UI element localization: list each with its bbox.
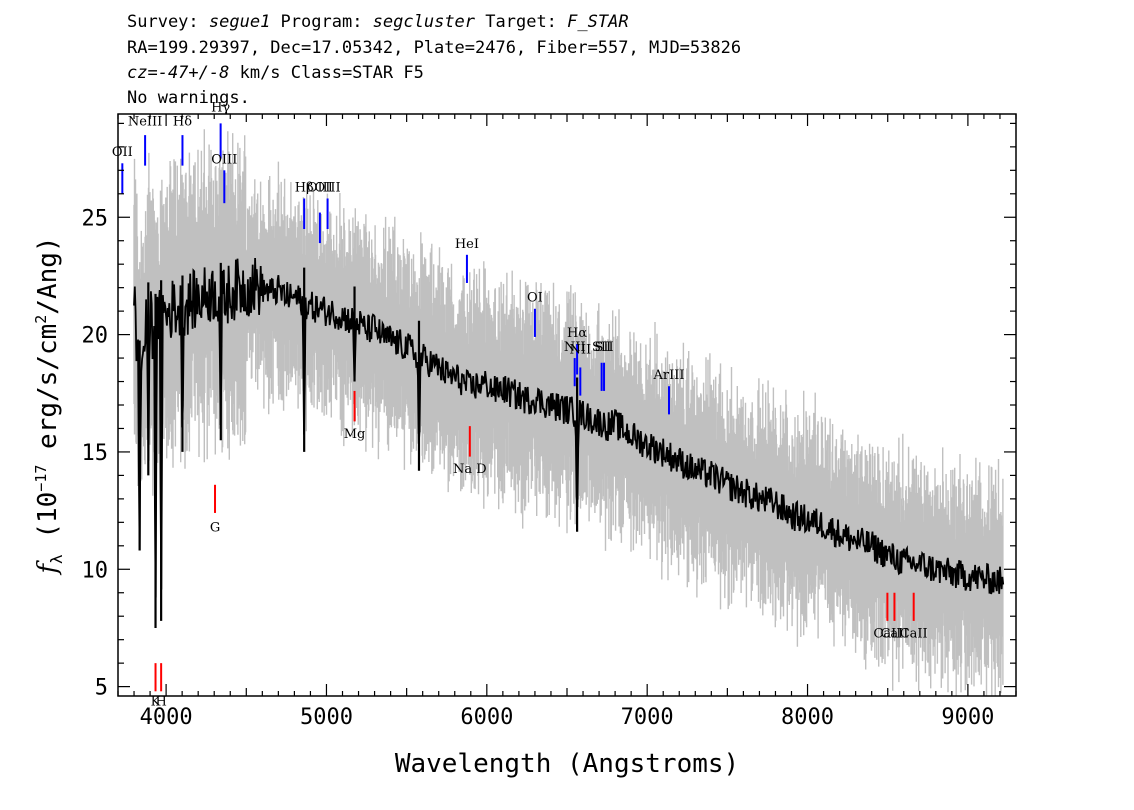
emission-line-label-0: OII — [112, 145, 133, 160]
emission-line-label-9: OI — [527, 291, 543, 306]
absorption-line-label-19: Mg — [344, 427, 366, 442]
y-tick-label-1: 10 — [82, 558, 109, 583]
absorption-line-label-22: CaII — [880, 626, 908, 641]
absorption-line-label-21: CaII — [873, 626, 901, 641]
absorption-line-label-18: G — [210, 521, 220, 536]
emission-line-label-13: SII — [592, 340, 611, 355]
x-tick-label-1: 5000 — [300, 705, 353, 730]
emission-line-label-11: Hα — [567, 326, 587, 341]
y-tick-label-4: 25 — [82, 206, 109, 231]
header-line-3: cz=-47+/-8 km/s Class=STAR F5 — [127, 62, 424, 84]
emission-line-label-5: Hβ — [295, 180, 314, 195]
emission-line-label-8: HeI — [455, 237, 479, 252]
y-tick-label-3: 20 — [82, 324, 109, 349]
redshift-value: cz=-47+/-8 — [127, 63, 230, 83]
emission-line-label-2: Hδ — [173, 115, 192, 130]
svg-text:fλ (10−17 erg/s/cm2/Ang): fλ (10−17 erg/s/cm2/Ang) — [32, 236, 66, 575]
x-axis: 4000 5000 6000 7000 8000 9000 — [117, 114, 1017, 730]
survey-value: segue1 — [208, 12, 271, 32]
x-tick-label-3: 7000 — [621, 705, 674, 730]
absorption-line-label-23: CaII — [900, 626, 928, 641]
target-value: F_STAR — [567, 12, 629, 32]
y-axis-title-exponent: −17 — [32, 465, 50, 492]
survey-label: Survey: — [127, 12, 209, 32]
x-tick-label-4: 8000 — [781, 705, 834, 730]
header-line-2: RA=199.29397, Dec=17.05342, Plate=2476, … — [127, 38, 742, 58]
header-line-1: Survey: segue1 Program: segcluster Targe… — [127, 11, 629, 33]
emission-line-label-3: Hγ — [211, 101, 230, 116]
x-tick-label-2: 6000 — [460, 705, 513, 730]
absorption-line-label-16: K — [151, 694, 161, 709]
emission-line-label-14: SII — [594, 340, 613, 355]
y-axis-title-subscript: λ — [47, 554, 66, 564]
emission-line-label-15: ArIII — [652, 368, 684, 383]
emission-line-label-6: OIII — [307, 180, 333, 195]
absorption-line-label-20: Na D — [453, 462, 487, 477]
x-tick-label-5: 9000 — [941, 705, 994, 730]
y-tick-label-2: 15 — [82, 441, 109, 466]
y-axis: 5 10 15 20 25 — [82, 122, 1016, 701]
program-label: Program: — [270, 12, 373, 32]
y-axis-title-prefix: (10 — [33, 492, 63, 555]
emission-line-label-1: NeIII — [128, 115, 162, 130]
y-axis-title-units: erg/s/cm — [33, 324, 63, 465]
flux-line — [133, 257, 1005, 598]
flux-series — [133, 257, 1005, 628]
y-axis-title-suffix: /Ang) — [33, 236, 63, 314]
header-line-4: No warnings. — [127, 88, 250, 108]
x-axis-title: Wavelength (Angstroms) — [395, 749, 739, 779]
emission-line-label-12: NII — [569, 342, 591, 357]
target-label: Target: — [475, 12, 568, 32]
y-tick-label-0: 5 — [95, 676, 108, 701]
emission-line-label-7: OIII — [315, 180, 341, 195]
program-value: segcluster — [372, 12, 476, 32]
class-value: km/s Class=STAR F5 — [229, 63, 424, 83]
y-axis-title: fλ (10−17 erg/s/cm2/Ang) — [32, 236, 66, 575]
emission-line-label-4: OIII — [211, 152, 237, 167]
y-axis-title-square: 2 — [32, 315, 50, 324]
absorption-line-label-17: H — [155, 694, 166, 709]
emission-line-label-10: NII — [564, 340, 586, 355]
x-tick-label-0: 4000 — [140, 705, 193, 730]
